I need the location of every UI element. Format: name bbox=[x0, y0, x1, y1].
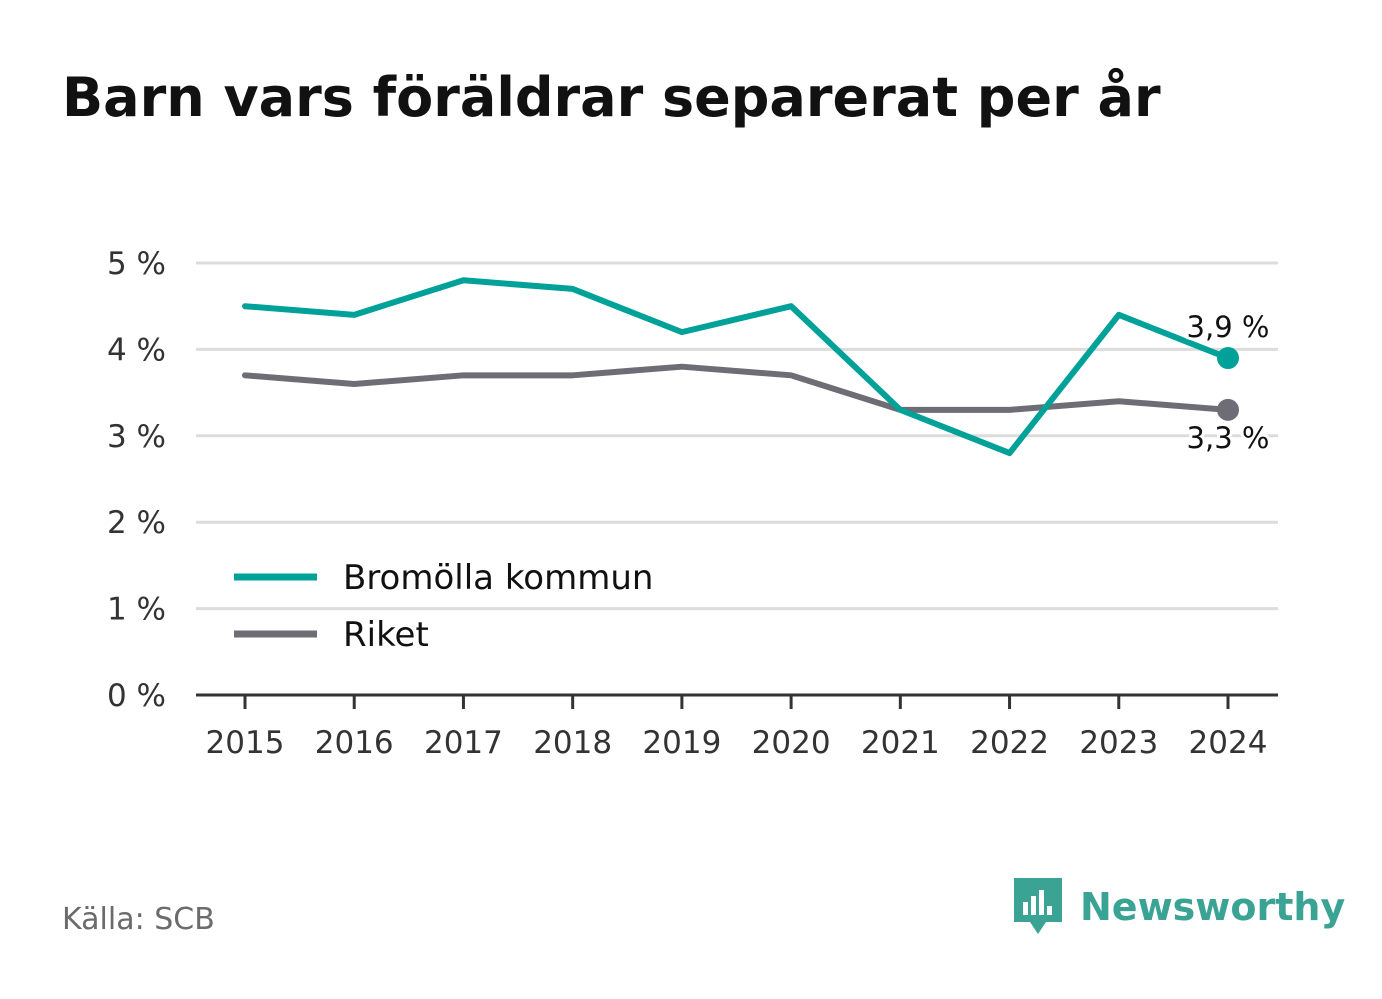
legend-label: Riket bbox=[343, 615, 429, 655]
y-tick-label: 4 % bbox=[107, 332, 166, 368]
x-tick-label: 2017 bbox=[424, 725, 503, 761]
series-line bbox=[242, 277, 1231, 457]
x-tick-label: 2020 bbox=[752, 725, 831, 761]
x-tick-label: 2016 bbox=[315, 725, 394, 761]
y-tick-label: 0 % bbox=[107, 678, 166, 714]
x-tick-label: 2022 bbox=[970, 725, 1049, 761]
brand-logo: Newsworthy bbox=[1012, 876, 1345, 938]
x-axis: 2015 2016 2017 2018 2019 2020 2021 2022 2023 2024 bbox=[196, 693, 1278, 761]
y-tick-label: 1 % bbox=[107, 592, 166, 628]
grid-lines bbox=[196, 261, 1278, 611]
chart-title: Barn vars föräldrar separerat per år bbox=[62, 66, 1161, 129]
x-tick-label: 2019 bbox=[642, 725, 721, 761]
newsworthy-logo-icon bbox=[1014, 878, 1062, 934]
y-tick-label: 5 % bbox=[107, 246, 166, 282]
brand-name: Newsworthy bbox=[1080, 885, 1346, 929]
x-tick-label: 2023 bbox=[1079, 725, 1158, 761]
x-tick-label: 2015 bbox=[206, 725, 285, 761]
source-note: Källa: SCB bbox=[62, 902, 215, 937]
y-axis-ticks: 0 % 1 % 2 % 3 % 4 % 5 % bbox=[107, 246, 166, 714]
legend: Bromölla kommun Riket bbox=[222, 544, 688, 655]
x-tick-label: 2018 bbox=[533, 725, 612, 761]
y-tick-label: 2 % bbox=[107, 505, 166, 541]
series-line bbox=[242, 363, 1231, 413]
y-tick-label: 3 % bbox=[107, 419, 166, 455]
series-end-point bbox=[1217, 398, 1239, 421]
x-tick-label: 2021 bbox=[861, 725, 940, 761]
series-end-point bbox=[1217, 347, 1239, 370]
end-value-label: 3,9 % bbox=[1187, 310, 1270, 344]
series-lines bbox=[242, 277, 1239, 457]
end-labels: 3,9 % 3,3 % bbox=[1184, 307, 1273, 458]
legend-label: Bromölla kommun bbox=[343, 558, 653, 598]
x-tick-label: 2024 bbox=[1189, 725, 1268, 761]
end-value-label: 3,3 % bbox=[1187, 421, 1270, 455]
